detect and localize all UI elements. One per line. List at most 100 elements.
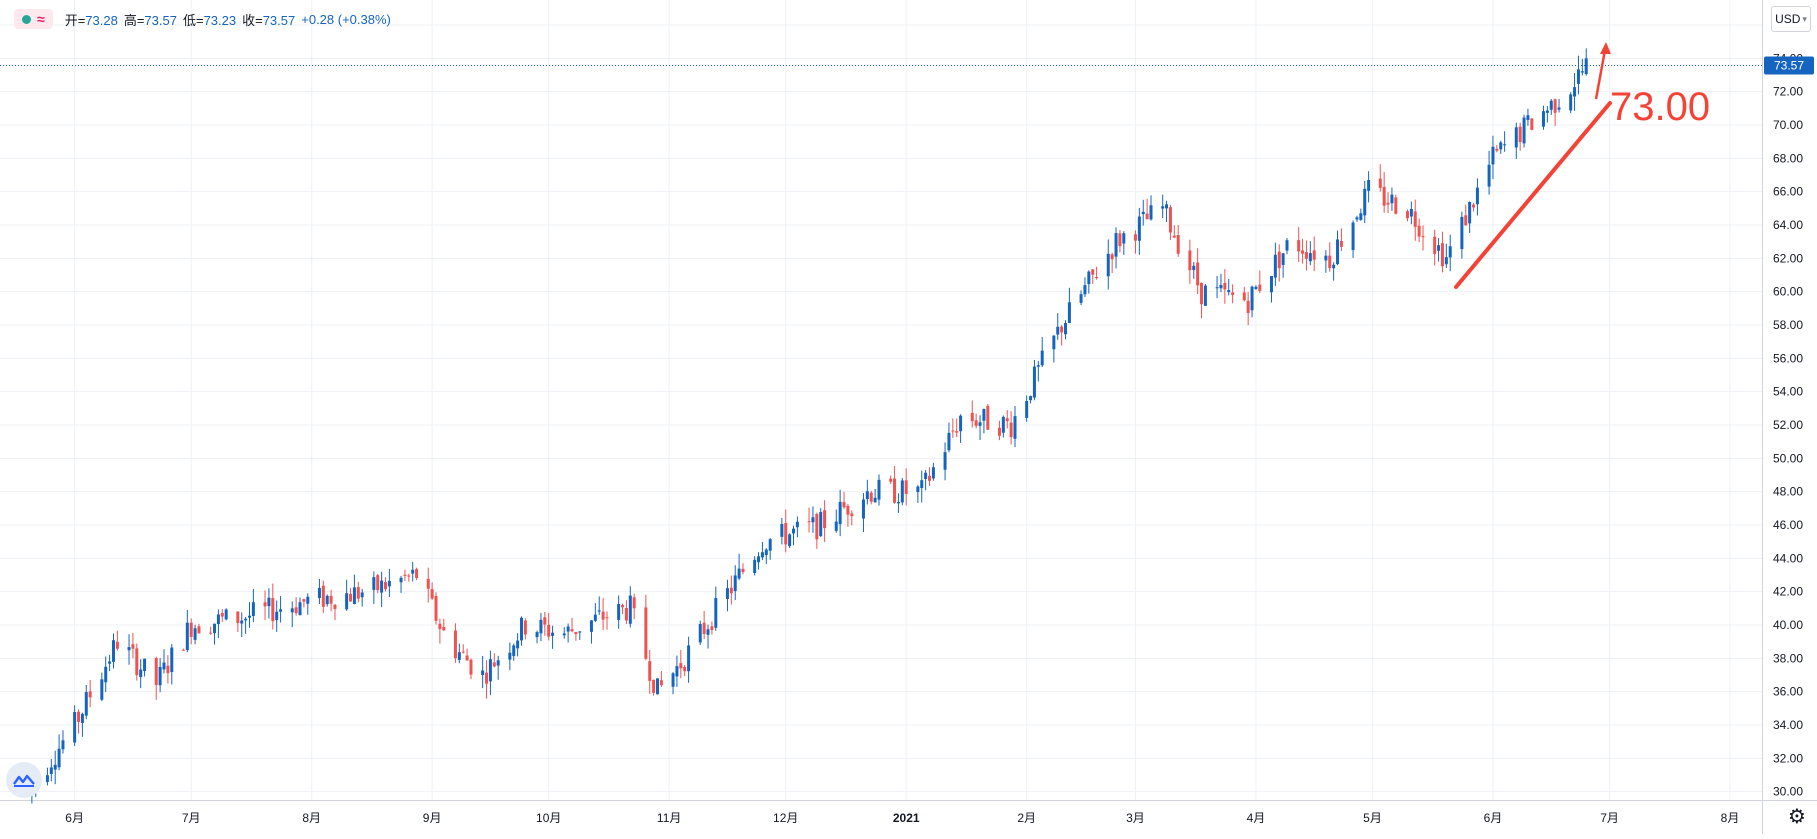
candle-body bbox=[403, 574, 407, 576]
candle-body bbox=[1487, 164, 1491, 187]
candle-body bbox=[1168, 207, 1172, 233]
candle-body bbox=[1514, 127, 1518, 148]
gear-icon[interactable]: ⚙ bbox=[1788, 805, 1806, 828]
candle bbox=[1503, 131, 1507, 152]
candle bbox=[1009, 411, 1013, 445]
candle bbox=[523, 618, 527, 640]
candle bbox=[1378, 164, 1382, 192]
candle bbox=[624, 600, 628, 625]
candle bbox=[838, 489, 842, 537]
candle-body bbox=[628, 595, 632, 624]
candle bbox=[1549, 99, 1553, 116]
candle-body bbox=[807, 521, 811, 523]
candle-body bbox=[1227, 290, 1231, 293]
candle-body bbox=[1219, 284, 1223, 289]
candle bbox=[387, 568, 391, 598]
y-tick-label: 66.00 bbox=[1773, 185, 1803, 199]
candle bbox=[1001, 415, 1005, 438]
candle-body bbox=[1545, 110, 1549, 113]
candle-body bbox=[900, 480, 904, 503]
x-tick-label: 11月 bbox=[657, 811, 681, 825]
candle bbox=[764, 548, 768, 564]
candle-body bbox=[302, 599, 306, 602]
candle bbox=[757, 552, 761, 570]
candle-body bbox=[1378, 178, 1382, 188]
candle-body bbox=[893, 478, 897, 503]
candle-body bbox=[702, 622, 706, 635]
candle-body bbox=[943, 452, 947, 470]
candle-body bbox=[372, 577, 376, 590]
candle bbox=[865, 479, 869, 505]
candle bbox=[815, 512, 819, 549]
candle bbox=[453, 623, 457, 663]
candle-body bbox=[49, 767, 53, 775]
candle bbox=[1137, 207, 1141, 255]
candle-body bbox=[271, 598, 275, 622]
candle-body bbox=[1141, 211, 1145, 215]
candle-body bbox=[520, 617, 524, 641]
tradingview-logo-icon[interactable] bbox=[6, 762, 42, 798]
candle bbox=[710, 621, 714, 635]
candle-body bbox=[1137, 216, 1141, 241]
candle-body bbox=[589, 620, 593, 632]
candle bbox=[768, 537, 772, 560]
candle bbox=[1472, 202, 1476, 212]
candle bbox=[1363, 180, 1367, 224]
candle bbox=[461, 644, 465, 654]
candle bbox=[535, 630, 539, 644]
candle-body bbox=[850, 513, 854, 517]
candle-body bbox=[1281, 253, 1285, 265]
x-tick-label: 6月 bbox=[65, 811, 84, 825]
candle bbox=[115, 630, 119, 651]
candle-body bbox=[1557, 107, 1561, 110]
candle bbox=[434, 592, 438, 625]
annotation-trend-line bbox=[1454, 101, 1612, 289]
candle bbox=[920, 470, 924, 503]
candle-body bbox=[1444, 257, 1448, 265]
candle bbox=[181, 648, 185, 651]
candle bbox=[1421, 225, 1425, 251]
candle-body bbox=[481, 670, 485, 676]
candle bbox=[279, 596, 283, 623]
candle-body bbox=[656, 678, 660, 695]
candle-body bbox=[795, 521, 799, 528]
candle-body bbox=[1165, 204, 1169, 209]
candle bbox=[1040, 336, 1044, 368]
candle bbox=[904, 468, 908, 506]
candle bbox=[648, 649, 652, 694]
candle bbox=[986, 403, 990, 430]
candle-body bbox=[1242, 292, 1246, 301]
candle-body bbox=[352, 587, 356, 604]
candle-body bbox=[1083, 285, 1087, 295]
candle-body bbox=[574, 631, 578, 635]
symbol-status-pill[interactable]: ≈ bbox=[14, 9, 53, 29]
candle-body bbox=[1503, 144, 1507, 146]
candle bbox=[1530, 117, 1534, 131]
candle-body bbox=[578, 631, 582, 633]
candle-body bbox=[1448, 246, 1452, 258]
candle bbox=[1285, 238, 1289, 255]
candle-body bbox=[1475, 187, 1479, 205]
candle-body bbox=[1324, 255, 1328, 261]
candle-body bbox=[1386, 202, 1390, 205]
candle-body bbox=[224, 609, 228, 620]
x-tick-label: 3月 bbox=[1126, 811, 1145, 825]
candle-body bbox=[1172, 235, 1176, 238]
candle-body bbox=[263, 602, 267, 607]
candle-body bbox=[185, 622, 189, 651]
candle-body bbox=[970, 412, 974, 422]
candle bbox=[1161, 194, 1165, 219]
candle bbox=[80, 712, 84, 737]
candle bbox=[578, 631, 582, 641]
candle-body bbox=[434, 596, 438, 621]
candle bbox=[360, 589, 364, 607]
candle bbox=[1580, 58, 1584, 76]
candle bbox=[84, 684, 88, 720]
candle-body bbox=[861, 499, 865, 519]
candle bbox=[352, 574, 356, 605]
y-tick-label: 36.00 bbox=[1773, 685, 1803, 699]
currency-selector[interactable]: USD ▾ bbox=[1771, 6, 1811, 32]
candle-body bbox=[889, 478, 893, 482]
